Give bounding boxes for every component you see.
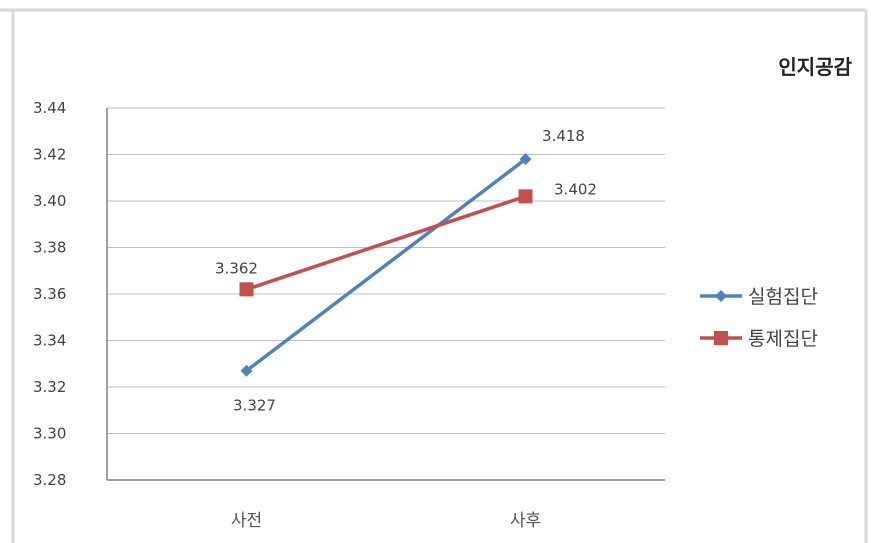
x-tick-label: 사전 — [231, 511, 262, 531]
data-label: 3.418 — [542, 127, 585, 145]
data-point-marker — [239, 282, 254, 297]
data-label: 3.362 — [215, 259, 258, 277]
data-labels: 3.327 3.418 3.362 3.402 — [215, 127, 597, 415]
chart-title: 인지공감 — [778, 55, 852, 79]
y-tick-label: 3.40 — [33, 192, 66, 210]
legend-label: 통제집단 — [748, 328, 818, 350]
y-tick-label: 3.36 — [33, 285, 66, 303]
y-tick-label: 3.38 — [33, 239, 66, 257]
y-tick-label: 3.34 — [33, 332, 66, 350]
legend-marker — [715, 290, 727, 302]
series — [239, 153, 533, 377]
axes: 3.28 3.30 3.32 3.34 3.36 3.38 3.40 3.42 3.44 사전 사후 — [33, 99, 665, 531]
data-point-marker — [519, 153, 532, 166]
y-tick-label: 3.32 — [33, 378, 66, 396]
gridlines — [107, 107, 665, 434]
y-tick-label: 3.44 — [33, 99, 66, 117]
legend-marker — [714, 331, 728, 345]
data-label: 3.327 — [233, 397, 276, 415]
data-label: 3.402 — [554, 180, 597, 198]
y-tick-label: 3.30 — [33, 425, 66, 443]
y-tick-label: 3.42 — [33, 146, 66, 164]
data-point-marker — [240, 364, 253, 377]
data-point-marker — [518, 189, 533, 204]
series-line-1 — [245, 157, 527, 373]
x-tick-label: 사후 — [510, 511, 541, 531]
y-tick-label: 3.28 — [33, 471, 66, 489]
legend-label: 실험집단 — [748, 286, 818, 308]
series-line-2 — [245, 194, 527, 292]
